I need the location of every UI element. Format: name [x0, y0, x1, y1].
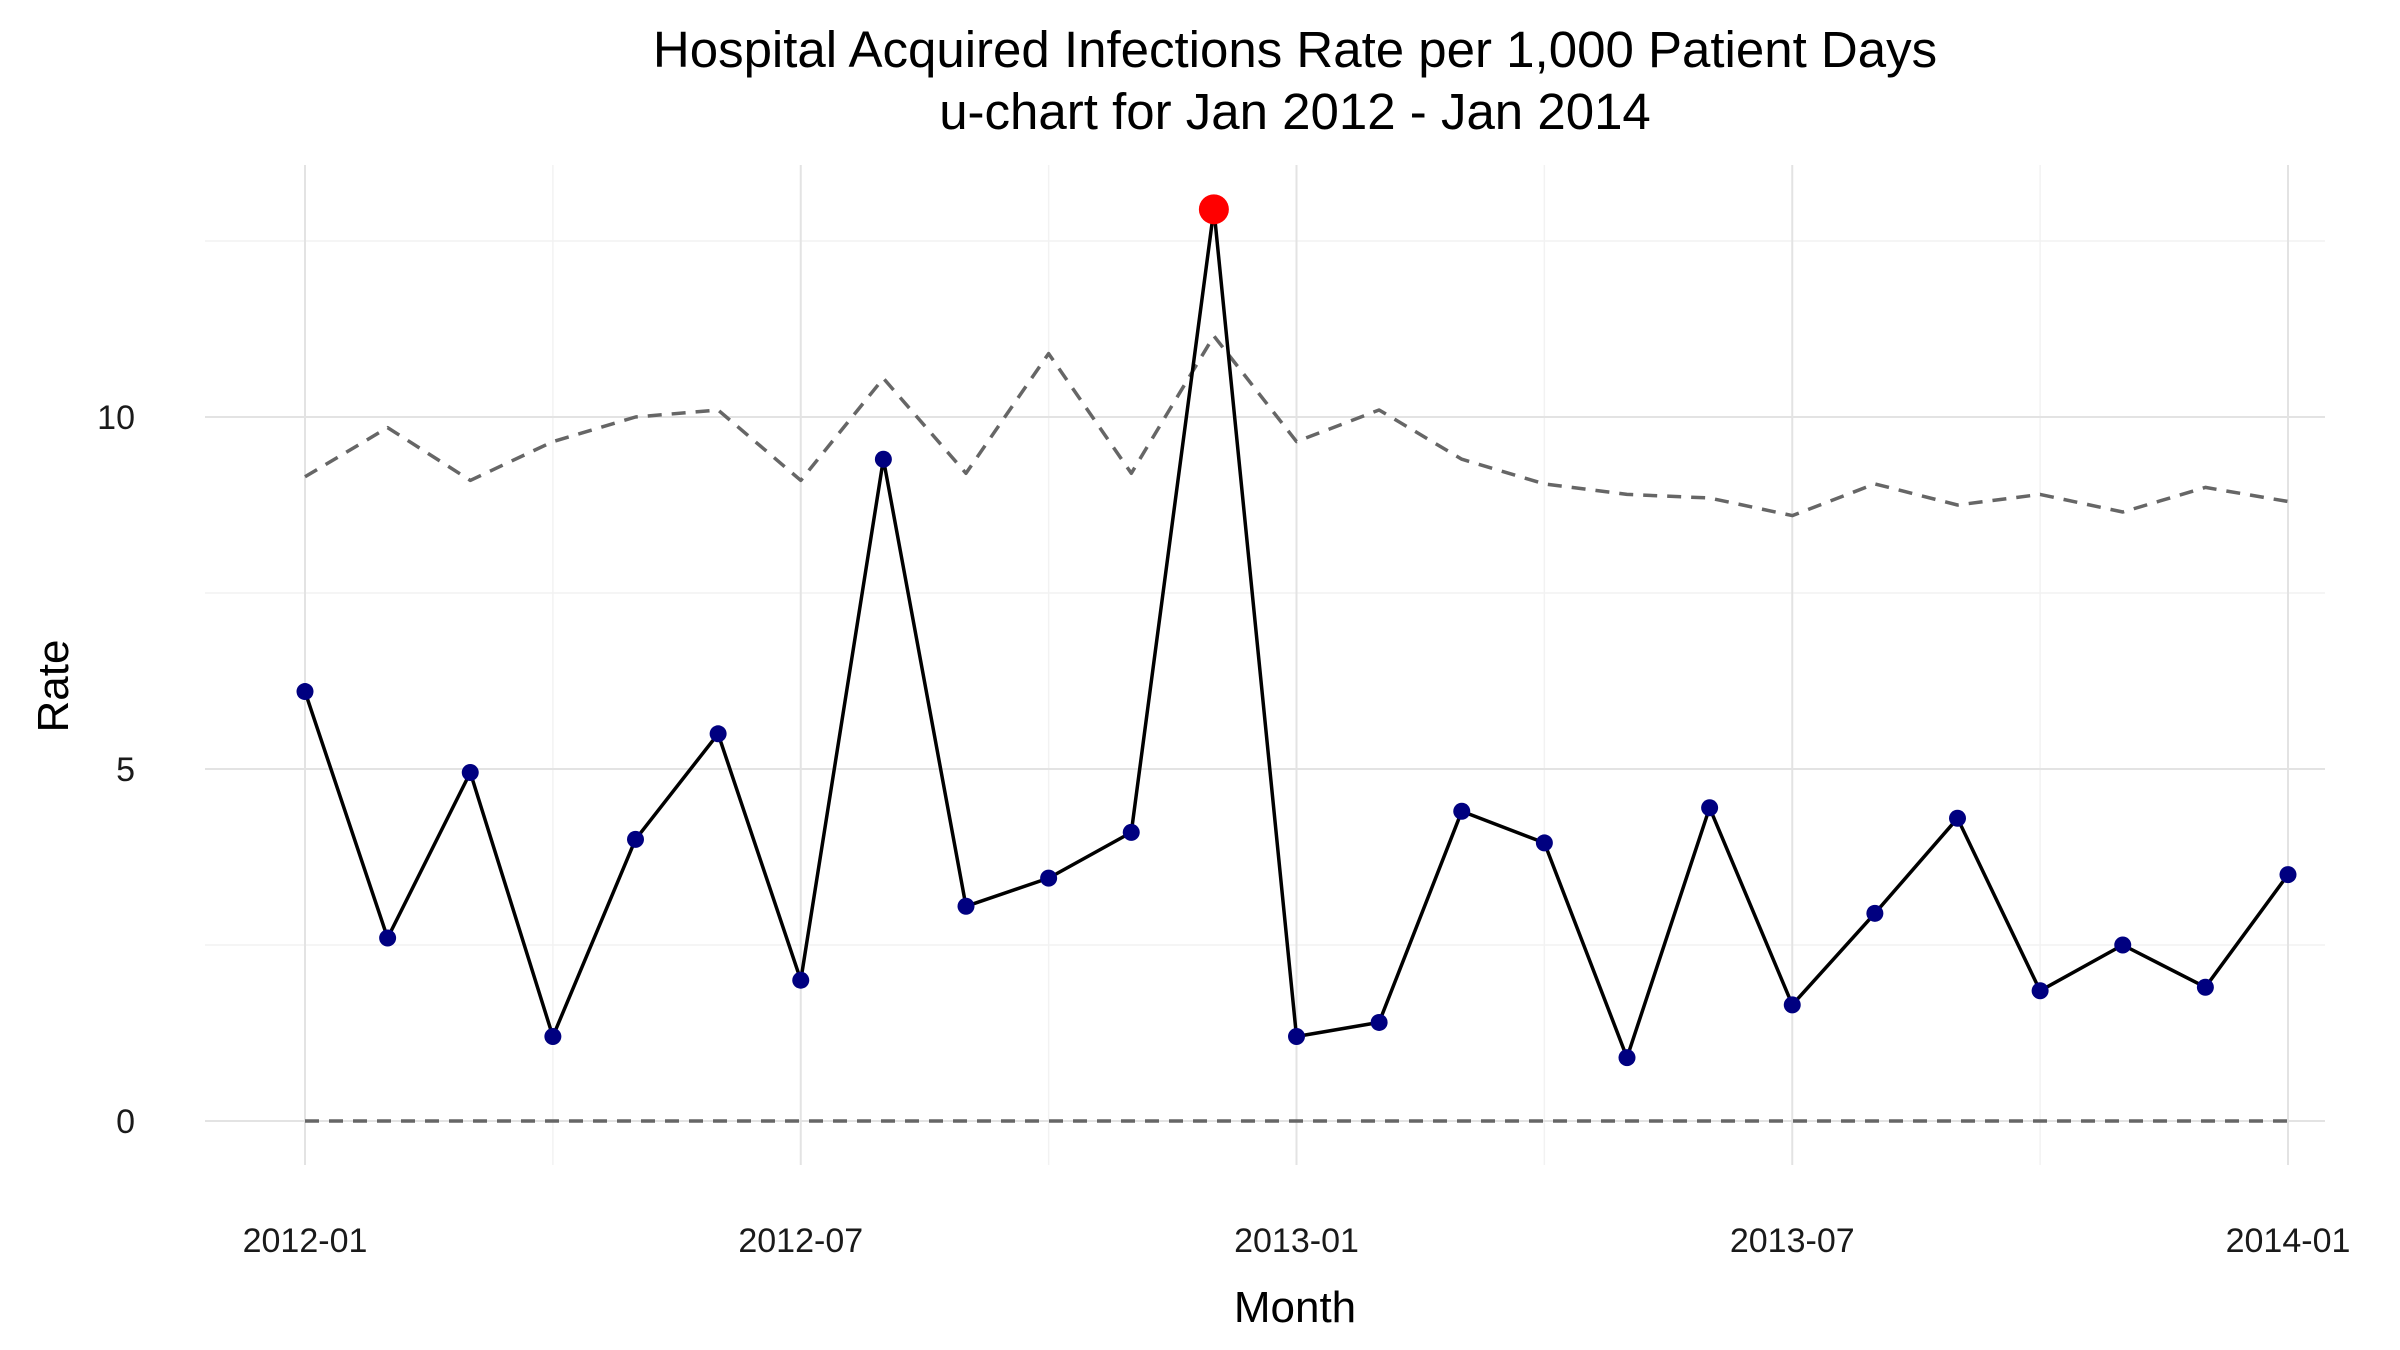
- data-point: [1123, 824, 1140, 841]
- gridlines: [205, 165, 2325, 1165]
- data-point: [2114, 937, 2131, 954]
- x-tick-label: 2013-07: [1730, 1222, 1855, 1260]
- y-tick-label: 0: [116, 1103, 135, 1141]
- data-point: [462, 764, 479, 781]
- x-tick-label: 2012-01: [243, 1222, 368, 1260]
- x-tick-label: 2012-07: [738, 1222, 863, 1260]
- data-point: [2032, 982, 2049, 999]
- data-point: [2280, 866, 2297, 883]
- x-tick-label: 2013-01: [1234, 1222, 1359, 1260]
- data-point: [627, 831, 644, 848]
- data-point: [875, 451, 892, 468]
- data-point: [379, 929, 396, 946]
- data-point: [1453, 803, 1470, 820]
- data-point: [1371, 1014, 1388, 1031]
- data-point: [1701, 799, 1718, 816]
- chart-subtitle: u-chart for Jan 2012 - Jan 2014: [939, 83, 1651, 140]
- y-axis-label: Rate: [29, 640, 78, 733]
- data-point: [792, 972, 809, 989]
- data-point: [1784, 996, 1801, 1013]
- chart-title: Hospital Acquired Infections Rate per 1,…: [653, 21, 1937, 78]
- data-point: [1040, 870, 1057, 887]
- data-point: [958, 898, 975, 915]
- data-point: [544, 1028, 561, 1045]
- highlight-point: [1199, 194, 1229, 224]
- data-point: [1866, 905, 1883, 922]
- data-point: [297, 683, 314, 700]
- tick-labels: 0 5 10 2012-01 2012-07 2013-01 2013-07 2014-01: [97, 399, 2350, 1260]
- data-point: [1536, 834, 1553, 851]
- y-tick-label: 5: [116, 751, 135, 789]
- data-point: [1288, 1028, 1305, 1045]
- data-point: [710, 725, 727, 742]
- data-point: [1619, 1049, 1636, 1066]
- data-point: [1949, 810, 1966, 827]
- data-point: [2197, 979, 2214, 996]
- x-tick-label: 2014-01: [2226, 1222, 2351, 1260]
- y-tick-label: 10: [97, 399, 135, 437]
- x-axis-label: Month: [1234, 1283, 1356, 1332]
